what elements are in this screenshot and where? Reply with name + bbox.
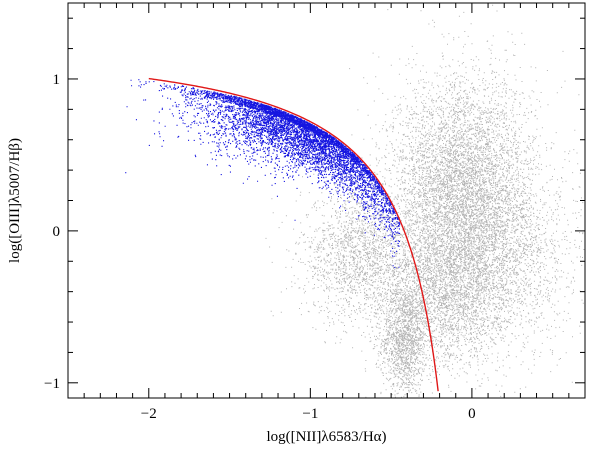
blue-point-band: [125, 79, 401, 269]
demarcation-curve: [148, 77, 439, 392]
y-tick-label: −1: [44, 376, 60, 392]
x-axis-label: log([NII]λ6583/Hα): [266, 429, 386, 445]
y-tick-label: 0: [53, 224, 61, 240]
x-tick-label: 0: [468, 406, 476, 422]
y-axis-label: log([OIII]λ5007/Hβ): [7, 138, 23, 263]
x-tick-label: −2: [141, 406, 157, 422]
x-tick-label: −1: [302, 406, 318, 422]
y-tick-label: 1: [53, 72, 61, 88]
blue-points: [125, 79, 401, 269]
axis-tick-labels: −2 −1 0 −1 0 1: [44, 72, 476, 422]
plot-background: [68, 3, 585, 398]
axis-ticks: [67, 3, 586, 398]
